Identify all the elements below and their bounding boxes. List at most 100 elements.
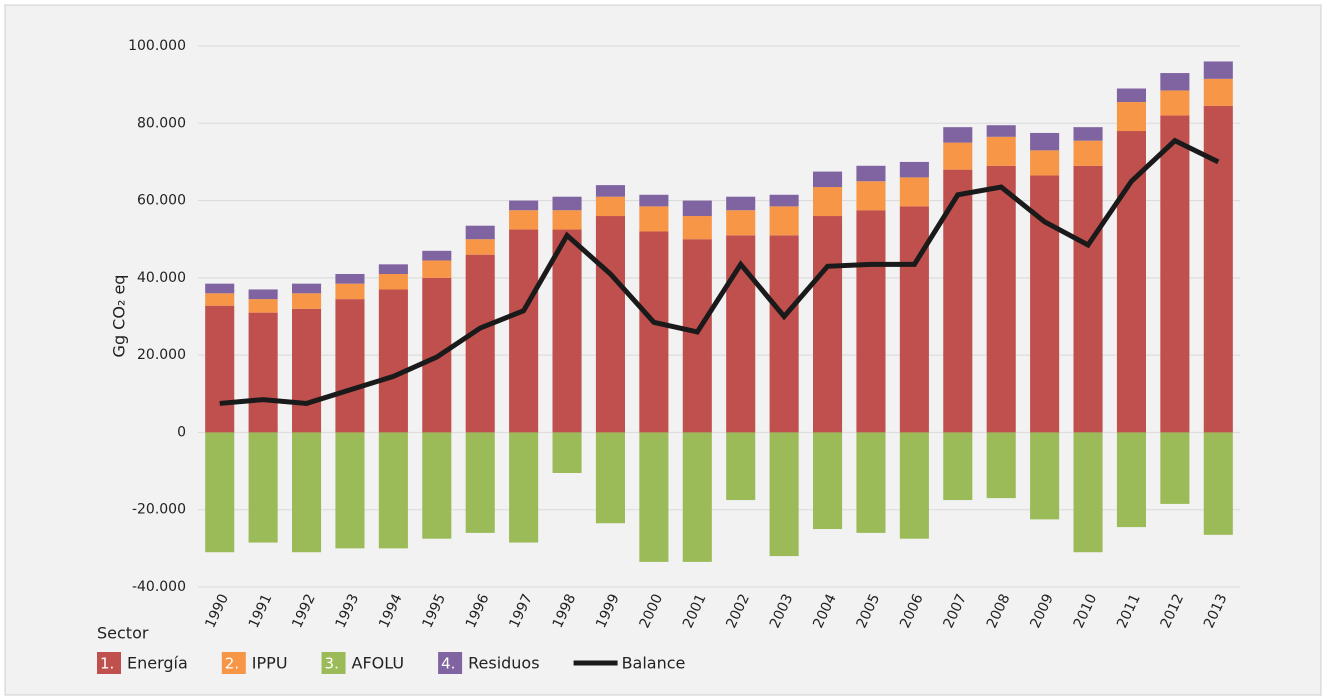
legend-marker: 2. <box>225 655 239 673</box>
bar <box>1160 90 1190 116</box>
bar <box>769 235 799 433</box>
bar <box>899 177 929 207</box>
bar <box>595 216 626 433</box>
bar <box>509 200 539 211</box>
bar <box>856 432 886 533</box>
legend-swatch <box>321 652 346 674</box>
balance-line <box>219 137 1220 406</box>
bar <box>1073 127 1103 141</box>
bar <box>639 231 669 433</box>
bar <box>509 432 539 543</box>
y-tick-label: 0 <box>177 424 186 440</box>
bar <box>769 194 799 207</box>
bar <box>986 165 1016 433</box>
bar <box>248 432 278 543</box>
bar <box>986 136 1016 166</box>
bar <box>1030 150 1060 176</box>
bar <box>335 273 365 284</box>
y-tick-label: 100.000 <box>128 38 186 54</box>
bar <box>291 283 322 294</box>
bar <box>465 254 495 433</box>
bar <box>291 308 322 433</box>
bar <box>856 210 886 433</box>
bar <box>205 305 235 433</box>
bar <box>812 187 843 217</box>
bar <box>726 210 756 236</box>
legend-item: Balance <box>573 654 686 673</box>
bar <box>1203 61 1233 79</box>
bar <box>205 432 235 553</box>
bar <box>1030 132 1060 151</box>
legend-item: 3. AFOLU <box>321 652 405 674</box>
bar <box>899 432 929 539</box>
bar <box>1203 432 1233 535</box>
bar <box>1160 115 1190 433</box>
bar <box>769 206 799 236</box>
bar <box>1160 432 1190 504</box>
bar <box>378 432 408 549</box>
bar <box>1116 102 1147 132</box>
legend-label: Energía <box>127 654 188 673</box>
bar <box>465 432 495 533</box>
bar <box>726 432 756 501</box>
bar <box>205 293 235 306</box>
bar <box>943 432 973 501</box>
legend-label: AFOLU <box>352 654 405 673</box>
bar <box>639 206 669 232</box>
bar <box>552 229 582 433</box>
bar <box>248 312 278 433</box>
bar <box>595 432 626 524</box>
bar <box>291 432 322 553</box>
bar <box>552 432 582 474</box>
bar <box>335 432 365 549</box>
bar <box>509 229 539 433</box>
bar <box>682 432 712 562</box>
bar <box>856 165 886 182</box>
legend-marker: 1. <box>100 655 114 673</box>
bar <box>639 432 669 562</box>
bar <box>1073 432 1103 553</box>
bar <box>682 216 712 240</box>
legend-swatch <box>221 652 246 674</box>
bar <box>1160 73 1190 91</box>
bar <box>856 181 886 211</box>
legend-marker: 3. <box>325 655 339 673</box>
bar <box>812 216 843 433</box>
bar <box>378 273 408 290</box>
bar <box>335 283 365 300</box>
bar <box>1073 165 1103 433</box>
bar <box>422 250 452 261</box>
bar <box>291 293 322 309</box>
bar <box>552 196 582 211</box>
legend-item: 2. IPPU <box>221 652 288 674</box>
bar <box>1116 432 1147 528</box>
y-tick-label: 80.000 <box>137 115 186 131</box>
y-tick-label: 40.000 <box>137 270 186 286</box>
legend-item: 1. Energía <box>97 652 188 674</box>
legend-label: IPPU <box>252 654 288 673</box>
legend-label: Balance <box>622 654 686 673</box>
bar <box>812 171 843 188</box>
y-tick-label: 20.000 <box>137 347 186 363</box>
bar <box>205 283 235 294</box>
bar <box>899 161 929 178</box>
bar <box>986 432 1016 499</box>
bar <box>248 299 278 313</box>
bar <box>1116 131 1147 433</box>
y-axis-title: Gg CO₂ eq <box>110 275 129 358</box>
bar <box>726 196 756 211</box>
bar <box>639 194 669 207</box>
bar <box>682 239 712 433</box>
legend-swatch <box>97 652 121 674</box>
bar <box>595 196 626 217</box>
bar <box>422 260 452 278</box>
bar <box>465 225 495 240</box>
bar <box>378 264 408 274</box>
bar <box>899 206 929 433</box>
bar <box>1030 432 1060 520</box>
bar <box>1030 175 1060 433</box>
legend-label: Residuos <box>468 654 539 673</box>
bar <box>509 210 539 230</box>
